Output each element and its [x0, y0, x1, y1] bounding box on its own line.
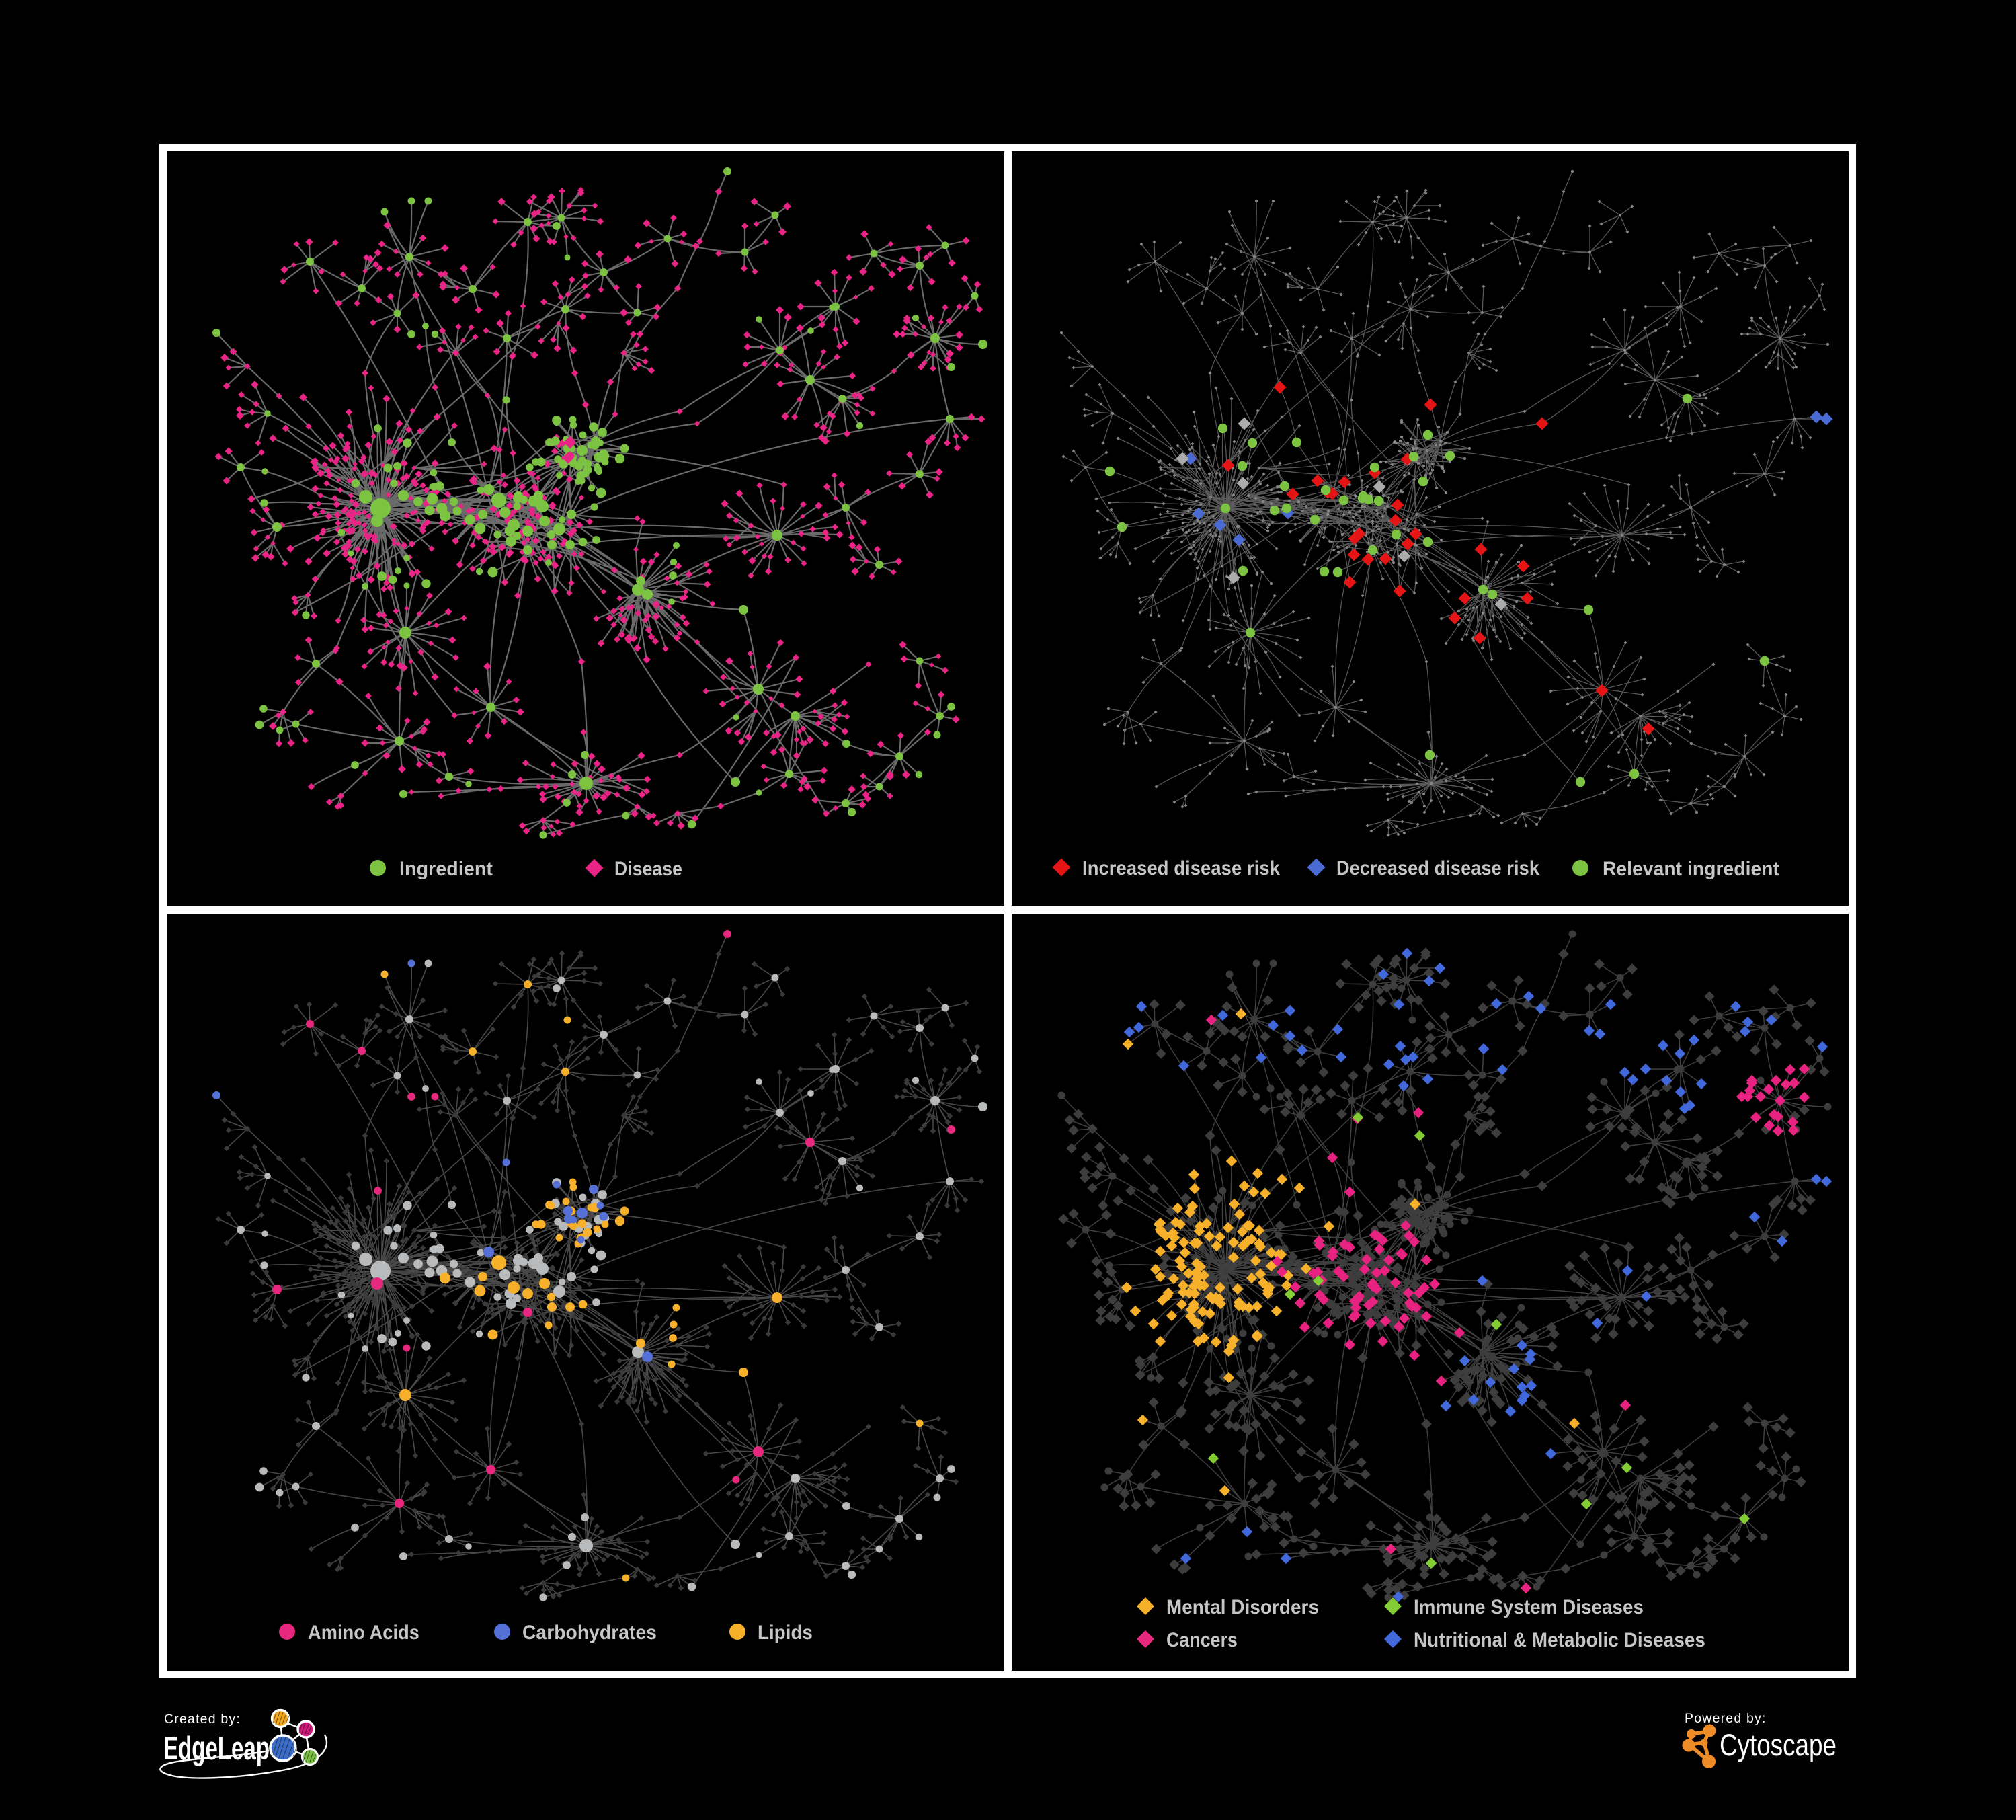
- svg-text:Mental Disorders: Mental Disorders: [1166, 1596, 1319, 1618]
- svg-text:Decreased disease risk: Decreased disease risk: [1336, 857, 1539, 879]
- svg-text:Cytoscape: Cytoscape: [1720, 1728, 1837, 1762]
- svg-text:Increased disease risk: Increased disease risk: [1082, 857, 1280, 879]
- svg-text:Lipids: Lipids: [758, 1622, 813, 1644]
- svg-text:Amino Acids: Amino Acids: [308, 1622, 419, 1644]
- svg-text:Ingredient: Ingredient: [399, 858, 493, 880]
- svg-text:Powered by:: Powered by:: [1685, 1711, 1767, 1726]
- svg-text:Cancers: Cancers: [1166, 1629, 1238, 1651]
- svg-text:Disease: Disease: [614, 858, 682, 880]
- svg-text:Created by:: Created by:: [164, 1712, 241, 1727]
- svg-text:Relevant ingredient: Relevant ingredient: [1603, 858, 1779, 880]
- svg-text:Carbohydrates: Carbohydrates: [522, 1622, 657, 1644]
- svg-text:Immune System Diseases: Immune System Diseases: [1414, 1596, 1644, 1618]
- svg-text:Nutritional & Metabolic Diseas: Nutritional & Metabolic Diseases: [1414, 1629, 1705, 1651]
